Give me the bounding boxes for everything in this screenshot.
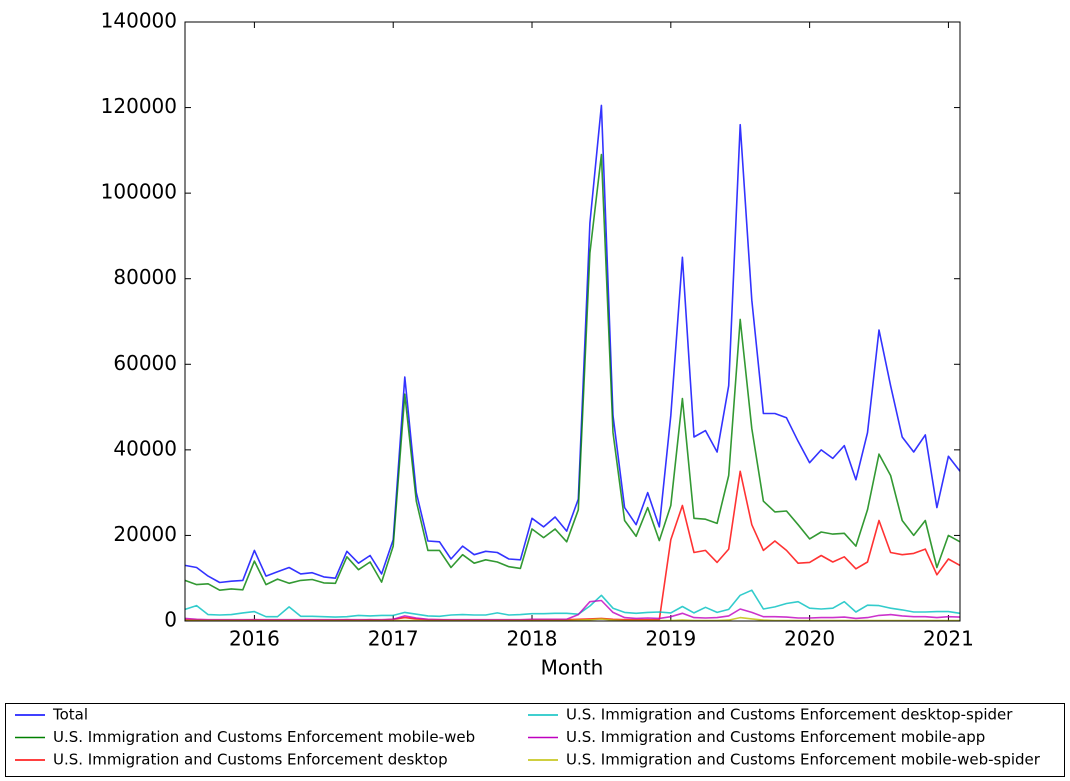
series-line	[184, 599, 961, 621]
legend-label: U.S. Immigration and Customs Enforcement…	[53, 751, 448, 769]
x-tick-label: 2018	[507, 627, 558, 651]
legend-label: U.S. Immigration and Customs Enforcement…	[566, 728, 985, 746]
x-tick-label: 2016	[229, 627, 280, 651]
legend-label: U.S. Immigration and Customs Enforcement…	[566, 751, 1041, 769]
series-line	[184, 104, 961, 584]
y-tick-label: 60000	[113, 351, 177, 375]
x-tick-label: 2021	[923, 627, 974, 651]
y-tick-label: 100000	[101, 180, 177, 204]
legend-label: Total	[52, 706, 88, 724]
series-line	[184, 153, 961, 591]
series-line	[185, 470, 961, 621]
y-tick-label: 20000	[113, 522, 177, 546]
x-tick-label: 2017	[368, 627, 419, 651]
plot-frame	[184, 21, 961, 622]
y-tick-label: 40000	[113, 436, 177, 460]
y-tick-label: 80000	[113, 265, 177, 289]
x-axis-label: Month	[541, 656, 604, 680]
y-tick-label: 0	[164, 608, 177, 632]
legend-label: U.S. Immigration and Customs Enforcement…	[53, 728, 475, 746]
legend-label: U.S. Immigration and Customs Enforcement…	[566, 706, 1013, 724]
y-tick-label: 140000	[101, 9, 177, 33]
y-tick-label: 120000	[101, 94, 177, 118]
x-tick-label: 2020	[784, 627, 835, 651]
x-tick-label: 2019	[645, 627, 696, 651]
series-line	[184, 589, 961, 618]
